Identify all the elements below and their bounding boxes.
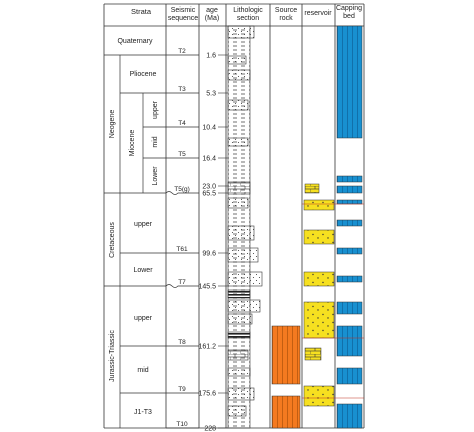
capping-bed-interval: [336, 325, 363, 357]
capping-bed-interval: [336, 219, 363, 227]
strata-cretaceous-lower: Lower: [133, 267, 153, 274]
litho-limestone-bed: [227, 349, 249, 361]
litho-sand-bed: [227, 69, 251, 81]
strata-cretaceous-upper: upper: [134, 221, 153, 228]
litho-sand-bed: [227, 197, 249, 209]
litho-sand-bed: [227, 225, 255, 241]
strata-pliocene: Pliocene: [130, 71, 157, 78]
strata-miocene-mid: mid: [152, 136, 159, 147]
source-rock-interval: [271, 395, 301, 429]
header-strata: Strata: [131, 7, 152, 16]
strata-jt-upper: upper: [134, 315, 153, 322]
age-label: 161.2: [198, 344, 216, 351]
litho-sand-bed: [227, 367, 251, 377]
header-seismic-1: Seismic: [171, 7, 196, 14]
seismic-label: T4: [178, 120, 186, 127]
seismic-label: T2: [178, 48, 186, 55]
lithologic-column: [227, 25, 263, 429]
seismic-label: T5(g): [174, 186, 190, 193]
header-capping-1: Capping: [336, 5, 362, 12]
header-reservoir: reservoir: [304, 10, 332, 17]
age-layer: 1.6 5.3 10.4 16.4 23.065.5 99.6 145.5 161.2 175.…: [198, 53, 228, 432]
reservoir-interval: [303, 229, 335, 245]
capping-bed-interval: [336, 367, 363, 385]
litho-sand-bed: [227, 271, 263, 287]
header-seismic-2: sequence: [168, 15, 198, 22]
capping-bed-interval: [336, 247, 363, 255]
seismic-label: T5: [178, 151, 186, 158]
capping-bed-interval: [336, 25, 363, 139]
litho-coal-bed: [227, 289, 251, 299]
reservoir-interval: [304, 347, 322, 361]
seismic-label: T10: [176, 421, 188, 428]
header-source-1: Source: [275, 7, 297, 14]
strata-miocene-upper: upper: [152, 100, 159, 119]
reservoir-interval: [304, 183, 320, 194]
age-label: 175.6: [198, 391, 216, 398]
seismic-label: T8: [178, 339, 186, 346]
source-rock-column: [271, 325, 301, 429]
litho-sand-bed: [227, 247, 259, 263]
header-litho-1: Lithologic: [233, 7, 263, 14]
age-label: 228: [204, 426, 216, 432]
reservoir-interval: [303, 199, 335, 211]
strata-miocene-lower: Lower: [152, 166, 159, 186]
header-capping-2: bed: [343, 13, 355, 20]
litho-coal-bed: [227, 331, 251, 339]
strata-cretaceous: Cretaceous: [109, 222, 116, 258]
seismic-label: T61: [176, 246, 188, 253]
strata-boundaries: [104, 54, 166, 428]
header-age-2: (Ma): [205, 15, 219, 22]
age-label: 1.6: [206, 53, 216, 60]
capping-bed-interval: [336, 301, 363, 315]
header-row: Strata Seismic sequence age (Ma) Litholo…: [131, 5, 362, 22]
reservoir-column: [303, 183, 335, 407]
strata-jt-lower: J1-T3: [134, 409, 152, 416]
strata-jt-mid: mid: [137, 367, 148, 374]
capping-bed-column: [336, 25, 363, 429]
horizon-lines: [302, 203, 364, 399]
age-label: 10.4: [202, 125, 216, 132]
seismic-boundary-unconformity: [165, 191, 199, 195]
strata-miocene: Miocene: [129, 130, 136, 157]
age-label: 145.5: [198, 284, 216, 291]
litho-sand-bed: [227, 137, 249, 147]
capping-bed-interval: [336, 175, 363, 183]
litho-sand-bed: [227, 299, 261, 313]
age-label: 99.6: [202, 251, 216, 258]
seismic-boundary-unconformity: [165, 284, 199, 288]
age-label: 65.5: [202, 191, 216, 198]
litho-sand-bed: [227, 405, 247, 417]
seismic-label: T7: [178, 279, 186, 286]
seismic-label: T3: [178, 86, 186, 93]
reservoir-interval: [303, 301, 335, 339]
reservoir-interval: [303, 385, 335, 407]
capping-bed-interval: [336, 199, 363, 205]
header-litho-2: section: [237, 15, 259, 22]
litho-sand-bed: [227, 99, 249, 111]
litho-sand-bed: [227, 25, 255, 39]
age-label: 5.3: [206, 91, 216, 98]
seismic-label: T9: [178, 386, 186, 393]
header-age-1: age: [206, 7, 218, 14]
reservoir-interval: [303, 271, 335, 287]
capping-bed-interval: [336, 185, 363, 194]
capping-bed-interval: [336, 275, 363, 283]
strata-quaternary: Quaternary: [117, 38, 153, 45]
litho-limestone-bed: [227, 181, 251, 195]
age-label: 23.0: [202, 184, 216, 191]
capping-bed-interval: [336, 403, 363, 429]
seismic-layer: T2 T3 T4 T5 T5(g) T61 T7 T8 T9 T10: [165, 48, 199, 429]
source-rock-interval: [271, 325, 301, 385]
litho-sand-bed: [227, 313, 253, 325]
strata-jurassic-triassic: Jurassic-Triassic: [109, 330, 116, 382]
litho-sand-bed: [227, 55, 247, 65]
header-source-2: rock: [279, 15, 293, 22]
strata-neogene: Neogene: [109, 110, 116, 139]
litho-sand-bed: [227, 387, 255, 401]
age-label: 16.4: [202, 156, 216, 163]
